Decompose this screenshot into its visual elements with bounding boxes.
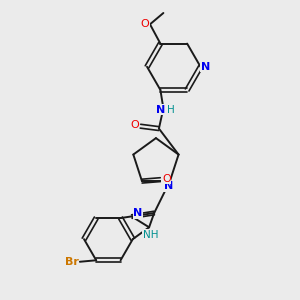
Text: O: O (140, 19, 149, 29)
Text: N: N (156, 105, 166, 115)
Text: O: O (130, 120, 139, 130)
Text: N: N (133, 208, 142, 218)
Text: N: N (201, 62, 210, 72)
Text: O: O (162, 174, 171, 184)
Text: N: N (164, 182, 173, 191)
Text: Br: Br (64, 257, 79, 267)
Text: NH: NH (143, 230, 158, 240)
Text: H: H (167, 105, 175, 115)
